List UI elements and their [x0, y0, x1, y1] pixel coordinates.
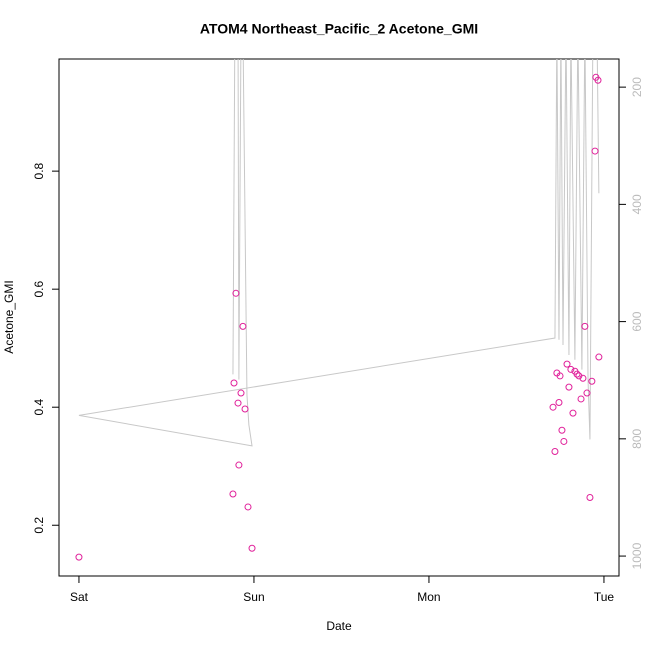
- point: [248, 544, 256, 552]
- point: [558, 426, 566, 434]
- point: [75, 553, 83, 561]
- point: [556, 372, 564, 380]
- point: [565, 383, 573, 391]
- point: [230, 379, 238, 387]
- point: [239, 322, 247, 330]
- point: [591, 147, 599, 155]
- x-tick-label: Sat: [70, 590, 89, 604]
- point: [232, 289, 240, 297]
- point: [575, 372, 583, 380]
- point: [567, 365, 575, 373]
- y-tick-label: 0.6: [32, 281, 46, 298]
- y2-tick-label: 400: [630, 194, 644, 214]
- point: [563, 360, 571, 368]
- plot-frame: [58, 58, 620, 577]
- point: [555, 398, 563, 406]
- point: [241, 405, 249, 413]
- point: [551, 447, 559, 455]
- point: [234, 399, 242, 407]
- x-tick-label: Mon: [417, 590, 440, 604]
- point: [594, 76, 602, 84]
- y-axis-label: Acetone_GMI: [2, 280, 16, 353]
- y-tick-label: 0.4: [32, 399, 46, 416]
- point: [229, 490, 237, 498]
- y2-tick-label: 1000: [630, 542, 644, 569]
- point: [577, 395, 585, 403]
- x-tick-label: Sun: [243, 590, 264, 604]
- point: [583, 389, 591, 397]
- point: [235, 461, 243, 469]
- y2-tick-label: 200: [630, 77, 644, 97]
- line-series: [78, 59, 600, 447]
- point: [573, 370, 581, 378]
- x-tick-label: Tue: [594, 590, 615, 604]
- point: [549, 403, 557, 411]
- y-tick-label: 0.2: [32, 517, 46, 534]
- point: [588, 377, 596, 385]
- point: [244, 503, 252, 511]
- point: [581, 322, 589, 330]
- x-axis-label: Date: [326, 619, 352, 633]
- point: [237, 389, 245, 397]
- chart-title: ATOM4 Northeast_Pacific_2 Acetone_GMI: [200, 21, 478, 37]
- plot-area: [75, 59, 603, 561]
- point: [586, 494, 594, 502]
- point: [579, 374, 587, 382]
- y-tick-label: 0.8: [32, 162, 46, 179]
- point: [595, 353, 603, 361]
- point: [560, 437, 568, 445]
- y2-tick-label: 800: [630, 429, 644, 449]
- point: [569, 409, 577, 417]
- y2-tick-label: 600: [630, 311, 644, 331]
